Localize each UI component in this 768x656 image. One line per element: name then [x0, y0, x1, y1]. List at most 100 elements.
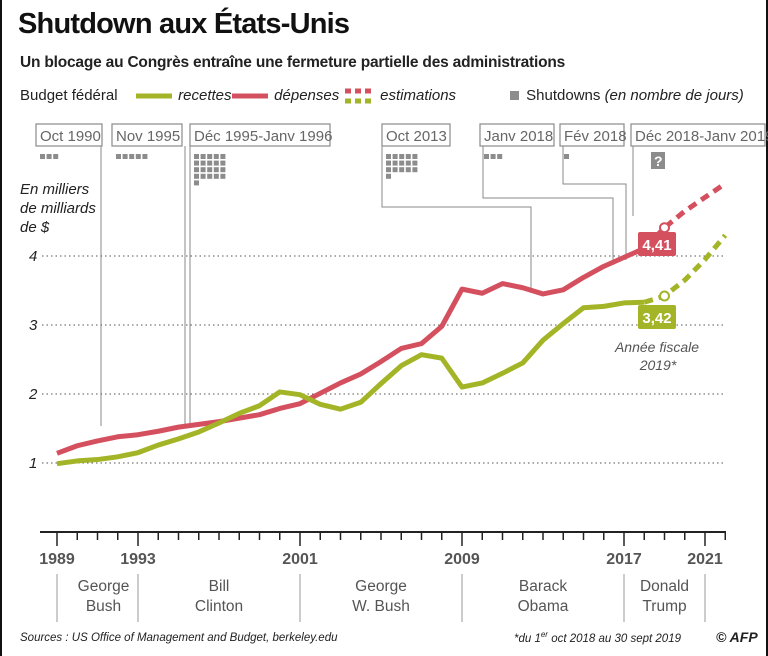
- president-name: Clinton: [195, 598, 243, 615]
- page-title: Shutdown aux États-Unis: [18, 8, 350, 40]
- shutdown-callout: Nov 1995: [111, 123, 183, 159]
- president-name: Trump: [642, 598, 686, 615]
- series-layer: [56, 181, 728, 467]
- recettes-value-label: 3,42: [642, 310, 671, 327]
- shutdown-day-square: [207, 173, 213, 179]
- shutdown-day-square: [399, 154, 405, 159]
- depenses-value-label: 4,41: [642, 237, 671, 254]
- shutdown-day-square: [220, 154, 226, 159]
- shutdown-day-square: [213, 154, 219, 159]
- shutdown-label-box: [111, 123, 183, 147]
- legend-shutdowns-label: Shutdowns: [526, 87, 601, 104]
- shutdown-day-square: [207, 160, 213, 166]
- shutdown-unknown-icon: [651, 152, 665, 169]
- president-name: Obama: [518, 598, 569, 615]
- shutdown-day-square: [386, 173, 391, 179]
- shutdown-label-box: [381, 123, 451, 147]
- shutdown-callout: Janv 2018: [479, 123, 555, 159]
- shutdown-callout: Fév 2018: [559, 123, 627, 159]
- shutdown-day-square: [207, 154, 213, 159]
- legend-depenses-label: dépenses: [274, 87, 340, 104]
- annotation-layer: 4,41 3,42 Année fiscale 2019*: [614, 222, 699, 373]
- x-tick-label: 2017: [606, 551, 642, 568]
- shutdown-label-box: [630, 123, 766, 147]
- legend-estimations: estimations: [344, 87, 456, 105]
- shutdown-day-square: [412, 167, 418, 173]
- shutdown-day-square: [200, 154, 206, 159]
- president-name: George: [355, 578, 407, 595]
- shutdown-day-square: [194, 154, 199, 159]
- shutdown-label: Déc 2018-Janv 2019: [635, 128, 768, 145]
- shutdown-day-square: [484, 154, 489, 159]
- shutdown-label: Nov 1995: [116, 128, 180, 145]
- y-axis-label: de $: [20, 219, 50, 236]
- legend-estimations-label: estimations: [380, 87, 457, 104]
- shutdown-day-square: [142, 154, 148, 159]
- page-subtitle: Un blocage au Congrès entraîne une ferme…: [20, 54, 566, 71]
- shutdown-square-icon: [510, 91, 519, 100]
- shutdown-callout: Oct 2013: [381, 123, 451, 179]
- x-tick-label: 2021: [687, 551, 723, 568]
- shutdown-connector: [381, 146, 532, 290]
- president-name: George: [78, 578, 130, 595]
- president-name: Barack: [519, 578, 567, 595]
- depenses-swatch: [232, 93, 268, 99]
- axis-layer: 1 2 3 4 En milliers de milliards de $ 1989 1993 2…: [20, 181, 726, 622]
- shutdown-day-square: [392, 167, 398, 173]
- shutdown-day-square: [194, 167, 199, 173]
- president-name: Bush: [86, 598, 121, 615]
- shutdown-day-square: [53, 154, 59, 159]
- shutdown-day-square: [386, 160, 391, 166]
- shutdown-day-square: [405, 154, 411, 159]
- president-name: Donald: [640, 578, 689, 595]
- recettes-line: [56, 299, 645, 467]
- estimations-swatch: [345, 88, 375, 104]
- fiscal-year-label: Année fiscale: [614, 339, 699, 355]
- shutdown-day-square: [200, 173, 206, 179]
- shutdown-day-square: [46, 154, 52, 159]
- shutdown-day-square: [194, 180, 199, 186]
- shutdown-layer: Oct 1990 Nov 1995 Déc 1995-Janv 1996 Oct 20…: [35, 123, 768, 426]
- depenses-2019-marker: [659, 222, 670, 234]
- footnote-prefix: *du 1: [514, 632, 541, 645]
- y-axis-label: En milliers: [20, 181, 90, 198]
- shutdown-day-square: [490, 154, 496, 159]
- sources-note: Sources : US Office of Management and Bu…: [20, 632, 338, 644]
- shutdown-day-square: [497, 154, 503, 159]
- y-tick-label: 4: [29, 248, 37, 265]
- shutdown-day-square: [392, 160, 398, 166]
- y-tick-label: 3: [29, 317, 38, 334]
- president-name: W. Bush: [352, 598, 410, 615]
- shutdown-day-square: [399, 167, 405, 173]
- recettes-value-badge: [638, 305, 676, 329]
- depenses-line: [56, 246, 646, 456]
- shutdown-callout: Déc 2018-Janv 2019?: [630, 123, 768, 169]
- footnote: *du 1er oct 2018 au 30 sept 2019: [514, 630, 681, 645]
- shutdown-label: Oct 2013: [386, 128, 447, 145]
- footnote-suffix: oct 2018 au 30 sept 2019: [551, 632, 681, 645]
- shutdown-day-square: [122, 154, 128, 159]
- grid-layer: [42, 255, 724, 464]
- legend-budget-label: Budget fédéral: [20, 87, 118, 104]
- shutdown-day-square: [200, 167, 206, 173]
- shutdown-day-square: [220, 167, 226, 173]
- recettes-2019-marker: [659, 290, 670, 302]
- y-axis-label: de milliards: [20, 200, 96, 217]
- shutdown-day-square: [220, 173, 226, 179]
- shutdown-connector: [562, 146, 627, 260]
- shutdown-label: Oct 1990: [40, 128, 101, 145]
- shutdown-day-square: [386, 154, 391, 159]
- shutdown-callout: Oct 1990: [35, 123, 103, 159]
- shutdown-callout: Déc 1995-Janv 1996: [189, 123, 332, 186]
- president-name: Bill: [209, 578, 230, 595]
- shutdown-day-square: [405, 160, 411, 166]
- shutdown-day-square: [116, 154, 121, 159]
- shutdown-day-square: [564, 154, 569, 159]
- shutdown-label: Déc 1995-Janv 1996: [194, 128, 332, 145]
- shutdown-day-square: [412, 154, 418, 159]
- shutdown-day-square: [207, 167, 213, 173]
- shutdown-day-square: [40, 154, 45, 159]
- legend-shutdowns: Shutdowns (en nombre de jours): [510, 87, 744, 104]
- recettes-swatch: [136, 93, 172, 99]
